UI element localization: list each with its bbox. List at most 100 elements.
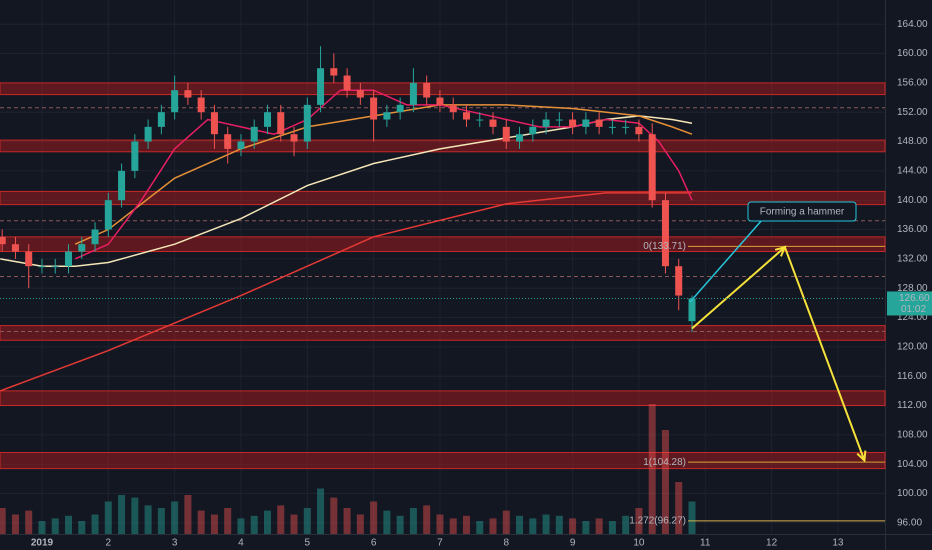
candle-body [144, 126, 152, 142]
annotation-box [747, 201, 857, 222]
moving-average [0, 115, 693, 267]
volume-bar [118, 495, 126, 534]
candle-body [396, 104, 404, 113]
candle-body [635, 126, 643, 135]
volume-bar [476, 521, 484, 534]
y-tick-label: 160.00 [897, 48, 928, 59]
candle-body [569, 119, 577, 127]
candle-body [555, 119, 563, 121]
volume-bar [595, 518, 603, 534]
candle-body [436, 97, 444, 105]
volume-bar [343, 508, 351, 534]
candle-body [542, 119, 550, 127]
candle-body [675, 266, 683, 296]
y-tick-label: 164.00 [897, 19, 928, 30]
candle-body [131, 141, 139, 171]
volume-bar [25, 510, 33, 534]
y-tick-label: 96.00 [897, 518, 922, 529]
fib-label: 1(104.28) [643, 457, 686, 468]
candle-body [91, 229, 99, 245]
volume-bar [330, 497, 338, 534]
volume-bar [436, 514, 444, 534]
candle-body [423, 82, 431, 98]
y-tick-label: 148.00 [897, 136, 928, 147]
volume-bar [157, 508, 165, 534]
candle-body [582, 119, 590, 127]
fib-label: 0(133.71) [643, 241, 686, 252]
candle-body [317, 68, 325, 105]
volume-bar [635, 508, 643, 534]
candle-body [104, 200, 112, 230]
volume-bar [462, 515, 470, 534]
volume-bar [224, 508, 232, 534]
volume-bar [688, 501, 696, 534]
x-tick-label: 9 [570, 538, 576, 549]
y-tick-label: 136.00 [897, 224, 928, 235]
y-tick-label: 132.00 [897, 254, 928, 265]
y-tick-label: 156.00 [897, 78, 928, 89]
y-tick-label: 120.00 [897, 342, 928, 353]
candle-body [462, 112, 470, 120]
candle-body [197, 97, 205, 113]
volume-bar [356, 514, 364, 534]
x-tick-label: 11 [700, 538, 711, 549]
volume-bar [555, 515, 563, 534]
candle-body [224, 134, 232, 149]
zone [0, 82, 886, 96]
volume-bar [661, 430, 669, 534]
volume-bar [648, 404, 656, 534]
volume-bar [529, 518, 537, 534]
candle-body [622, 126, 630, 128]
volume-bar [104, 501, 112, 534]
candle-body [502, 126, 510, 142]
candle-body [370, 97, 378, 120]
y-tick-label: 112.00 [897, 400, 927, 411]
volume-bar [370, 501, 378, 534]
zone [0, 451, 886, 470]
volume-bar [65, 515, 73, 534]
fib-label: 1.272(96.27) [629, 516, 686, 527]
volume-bar [569, 518, 577, 534]
moving-average [74, 104, 693, 245]
x-tick-label: 2019 [31, 538, 54, 549]
candle-body [38, 266, 46, 268]
volume-bar [608, 521, 616, 534]
y-tick-label: 144.00 [897, 166, 928, 177]
last-price-label: 126.60 [899, 293, 930, 304]
y-tick-label: 152.00 [897, 107, 928, 118]
y-tick-label: 140.00 [897, 195, 928, 206]
x-tick-label: 13 [832, 538, 844, 549]
x-tick-label: 5 [305, 538, 311, 549]
volume-bar [290, 514, 298, 534]
volume-bar [144, 505, 152, 534]
candle-body [65, 251, 73, 267]
volume-bar [11, 514, 19, 534]
volume-bar [263, 510, 271, 534]
zone [0, 390, 886, 407]
volume-bar [582, 521, 590, 534]
arrow-head [774, 245, 787, 257]
y-tick-label: 100.00 [897, 488, 928, 499]
candle-body [330, 68, 338, 76]
x-tick-label: 7 [437, 538, 443, 549]
volume-bar [51, 518, 59, 534]
candle-body [250, 126, 258, 142]
candle-body [25, 251, 33, 267]
candle-body [51, 266, 59, 268]
volume-bar [622, 515, 630, 534]
volume-bar [409, 508, 417, 534]
volume-bar [197, 510, 205, 534]
y-tick-label: 128.00 [897, 283, 928, 294]
volume-bar [131, 497, 139, 534]
candle-body [11, 244, 19, 252]
x-tick-label: 2 [106, 538, 112, 549]
candle-body [516, 134, 524, 142]
candle-body [277, 112, 285, 135]
volume-bar [184, 495, 192, 534]
candle-body [383, 112, 391, 120]
zone [0, 139, 886, 153]
volume-bar [449, 518, 457, 534]
volume-bar [38, 521, 46, 534]
x-tick-label: 3 [172, 538, 178, 549]
